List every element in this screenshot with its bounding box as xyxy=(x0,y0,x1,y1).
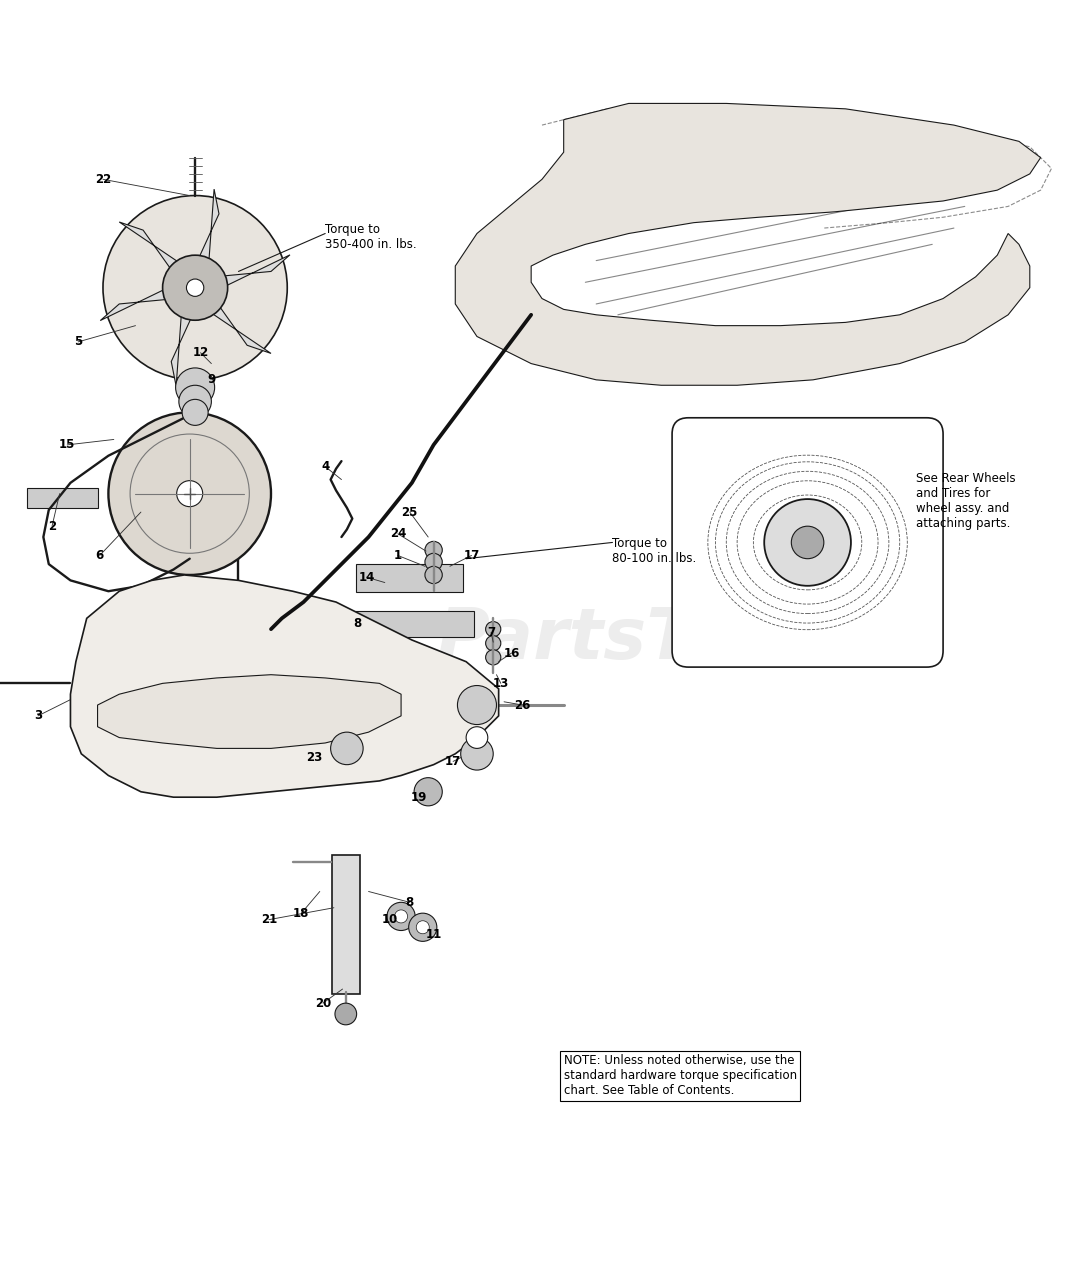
Text: 25: 25 xyxy=(401,506,418,518)
Circle shape xyxy=(177,481,203,507)
Text: 14: 14 xyxy=(358,571,375,584)
Text: 22: 22 xyxy=(95,173,111,186)
Text: 3: 3 xyxy=(34,709,42,722)
Circle shape xyxy=(331,732,363,764)
Circle shape xyxy=(416,920,429,934)
Circle shape xyxy=(179,385,211,417)
Circle shape xyxy=(108,412,271,575)
Circle shape xyxy=(486,636,501,650)
Text: See Rear Wheels
and Tires for
wheel assy. and
attaching parts.: See Rear Wheels and Tires for wheel assy… xyxy=(916,472,1016,530)
Circle shape xyxy=(103,196,287,380)
FancyBboxPatch shape xyxy=(339,611,474,636)
Text: 23: 23 xyxy=(307,750,322,764)
Text: 26: 26 xyxy=(514,699,531,712)
Circle shape xyxy=(425,566,442,584)
Text: 15: 15 xyxy=(59,438,76,452)
Polygon shape xyxy=(455,104,1041,385)
Polygon shape xyxy=(98,675,401,749)
Text: Torque to
350-400 in. lbs.: Torque to 350-400 in. lbs. xyxy=(325,223,417,251)
Text: ™: ™ xyxy=(733,603,752,622)
Circle shape xyxy=(176,367,215,407)
FancyBboxPatch shape xyxy=(356,564,463,593)
Text: 5: 5 xyxy=(74,335,82,348)
FancyBboxPatch shape xyxy=(27,488,98,508)
Circle shape xyxy=(466,727,488,749)
Text: 8: 8 xyxy=(353,617,362,630)
Text: 24: 24 xyxy=(389,527,406,540)
Polygon shape xyxy=(70,575,499,797)
Circle shape xyxy=(186,279,204,297)
Text: 20: 20 xyxy=(315,997,331,1010)
Text: Torque to
80-100 in. lbs.: Torque to 80-100 in. lbs. xyxy=(612,538,697,564)
Text: 17: 17 xyxy=(464,549,479,562)
Text: 2: 2 xyxy=(48,520,56,532)
Circle shape xyxy=(425,541,442,558)
FancyBboxPatch shape xyxy=(672,417,943,667)
Polygon shape xyxy=(100,288,177,320)
Text: PartsTree: PartsTree xyxy=(436,605,822,675)
Circle shape xyxy=(395,910,408,923)
Circle shape xyxy=(461,737,493,771)
Text: 1: 1 xyxy=(393,549,402,562)
Text: 12: 12 xyxy=(193,346,208,360)
Circle shape xyxy=(414,778,442,806)
Text: 18: 18 xyxy=(293,906,310,919)
Text: 13: 13 xyxy=(493,677,508,690)
Text: 19: 19 xyxy=(410,791,427,804)
Text: 16: 16 xyxy=(503,646,520,659)
Circle shape xyxy=(486,650,501,664)
Text: 11: 11 xyxy=(426,928,441,941)
Polygon shape xyxy=(208,298,271,353)
Text: 4: 4 xyxy=(321,460,330,474)
Text: 9: 9 xyxy=(207,374,216,387)
Circle shape xyxy=(335,1004,357,1025)
Circle shape xyxy=(425,553,442,571)
Circle shape xyxy=(163,255,228,320)
Text: 17: 17 xyxy=(446,755,461,768)
FancyBboxPatch shape xyxy=(332,855,360,995)
Circle shape xyxy=(409,913,437,941)
Circle shape xyxy=(182,399,208,425)
Polygon shape xyxy=(171,310,195,387)
Text: 21: 21 xyxy=(261,913,276,927)
Circle shape xyxy=(791,526,824,558)
Text: NOTE: Unless noted otherwise, use the
standard hardware torque specification
cha: NOTE: Unless noted otherwise, use the st… xyxy=(564,1055,797,1097)
Text: 10: 10 xyxy=(383,913,398,927)
Polygon shape xyxy=(214,255,291,288)
Circle shape xyxy=(764,499,851,586)
Text: 6: 6 xyxy=(95,549,104,562)
Text: 8: 8 xyxy=(405,896,414,909)
Polygon shape xyxy=(195,189,219,266)
Text: 7: 7 xyxy=(487,626,495,639)
Circle shape xyxy=(387,902,415,931)
Polygon shape xyxy=(119,221,182,276)
Circle shape xyxy=(457,686,496,724)
Circle shape xyxy=(486,622,501,636)
